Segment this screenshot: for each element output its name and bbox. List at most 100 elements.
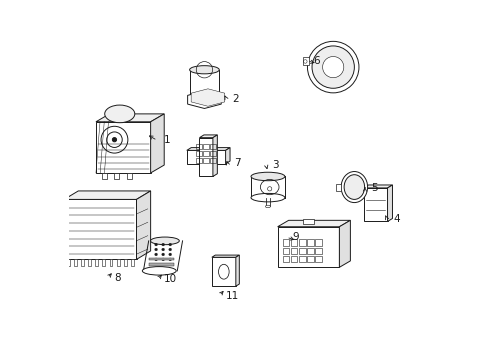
Ellipse shape (251, 193, 285, 202)
Circle shape (155, 248, 157, 251)
Bar (67, 259, 70, 266)
Bar (203, 144, 209, 149)
Bar (110, 259, 112, 266)
Polygon shape (199, 138, 213, 176)
Text: 4: 4 (393, 214, 400, 224)
Bar (307, 248, 314, 254)
Bar (336, 184, 341, 190)
Bar (307, 256, 314, 262)
Ellipse shape (251, 172, 285, 181)
Bar (283, 248, 289, 254)
Circle shape (169, 253, 171, 256)
Bar (316, 239, 322, 246)
Text: 11: 11 (225, 291, 239, 301)
Polygon shape (64, 199, 137, 259)
Ellipse shape (341, 171, 368, 203)
Circle shape (155, 253, 157, 256)
Bar (299, 248, 305, 254)
Bar (283, 239, 289, 246)
Bar (291, 248, 297, 254)
Bar (148, 264, 174, 266)
Text: 9: 9 (293, 232, 299, 242)
Ellipse shape (190, 92, 219, 100)
Polygon shape (187, 150, 225, 164)
Bar (96, 259, 98, 266)
Polygon shape (137, 191, 150, 259)
Ellipse shape (142, 267, 176, 275)
Polygon shape (388, 185, 392, 221)
Bar (88, 259, 91, 266)
Bar (299, 239, 305, 246)
Bar (74, 259, 77, 266)
Circle shape (112, 138, 117, 142)
Text: 7: 7 (234, 158, 240, 168)
Circle shape (169, 243, 171, 246)
Circle shape (155, 258, 157, 261)
Bar (210, 151, 216, 156)
Bar (203, 151, 209, 156)
Polygon shape (64, 191, 150, 199)
Circle shape (162, 243, 165, 246)
Bar (102, 173, 107, 179)
Bar (124, 259, 126, 266)
Ellipse shape (105, 105, 135, 123)
Bar (131, 259, 134, 266)
Bar (196, 151, 202, 156)
Text: 10: 10 (164, 274, 177, 284)
Polygon shape (278, 220, 350, 227)
Polygon shape (212, 257, 236, 286)
Text: 3: 3 (272, 160, 279, 170)
Bar (102, 259, 105, 266)
Bar (302, 57, 309, 65)
Text: 1: 1 (164, 135, 171, 145)
Circle shape (162, 248, 165, 251)
Polygon shape (213, 135, 218, 176)
Bar (303, 219, 314, 224)
Polygon shape (188, 91, 221, 108)
Polygon shape (278, 227, 340, 267)
Bar (291, 239, 297, 246)
Bar (196, 144, 202, 149)
Ellipse shape (190, 66, 219, 74)
Ellipse shape (150, 237, 179, 245)
Bar (283, 256, 289, 262)
Bar (307, 239, 314, 246)
Bar (126, 173, 132, 179)
Polygon shape (364, 188, 388, 221)
Polygon shape (96, 114, 164, 122)
Ellipse shape (266, 205, 270, 208)
Polygon shape (225, 148, 230, 164)
Bar (210, 144, 216, 149)
Bar (316, 256, 322, 262)
Polygon shape (150, 114, 164, 173)
Bar (291, 256, 297, 262)
Circle shape (322, 57, 344, 78)
Circle shape (169, 248, 171, 251)
Polygon shape (191, 89, 225, 106)
Bar (114, 173, 119, 179)
Polygon shape (199, 135, 218, 138)
Polygon shape (187, 148, 230, 150)
Text: 8: 8 (114, 273, 121, 283)
Bar (203, 158, 209, 163)
Text: 5: 5 (371, 183, 378, 193)
Polygon shape (340, 220, 350, 267)
Text: 2: 2 (233, 94, 239, 104)
Circle shape (162, 253, 165, 256)
Bar (316, 248, 322, 254)
Polygon shape (212, 255, 239, 257)
Polygon shape (236, 255, 239, 286)
Text: 6: 6 (313, 56, 319, 66)
Circle shape (169, 258, 171, 261)
Circle shape (155, 243, 157, 246)
Bar (299, 256, 305, 262)
Polygon shape (364, 185, 392, 188)
Ellipse shape (344, 175, 365, 199)
Polygon shape (96, 122, 150, 173)
Circle shape (312, 46, 354, 88)
Circle shape (162, 258, 165, 261)
Bar (210, 158, 216, 163)
Bar (117, 259, 120, 266)
Bar (196, 158, 202, 163)
Bar (148, 258, 174, 260)
